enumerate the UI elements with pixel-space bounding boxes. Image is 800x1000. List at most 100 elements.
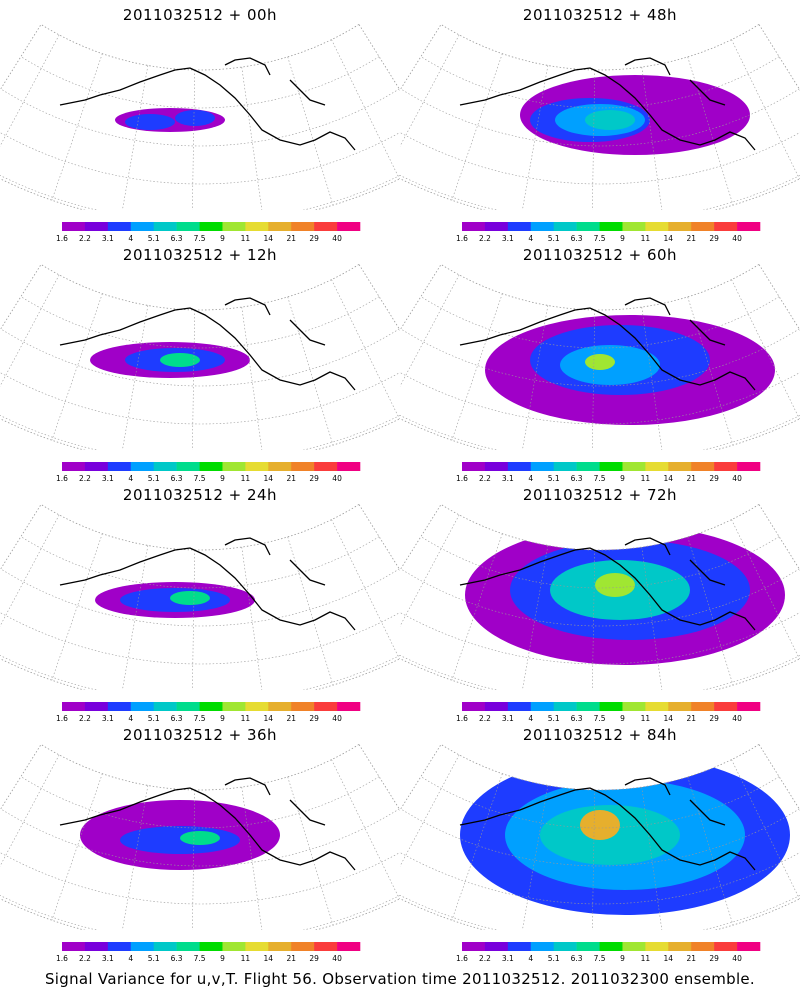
colorbar-swatch [337, 462, 361, 471]
colorbar-swatch [107, 222, 132, 231]
colorbar-label: 2.2 [79, 234, 91, 243]
map-boundary [0, 263, 400, 450]
colorbar-swatch [622, 222, 646, 231]
colorbar-swatch [576, 942, 600, 951]
colorbar-swatch [291, 462, 315, 471]
colorbar-label: 11 [241, 234, 251, 243]
map-panel: 2011032512 + 84h 1.6 2.2 3.1 4 5.1 6.3 7.5 9 11 14… [400, 720, 800, 965]
colorbar-swatch [62, 942, 86, 951]
colorbar-swatch [107, 462, 132, 471]
map-panel: 2011032512 + 48h 1.6 2.2 3.1 4 5.1 6.3 7.5 9 11 14… [400, 0, 800, 245]
colorbar-label: 2.2 [79, 474, 91, 483]
colorbar-swatch [291, 702, 315, 711]
map-plot [0, 23, 400, 210]
colorbar-swatch [737, 702, 761, 711]
colorbar-label: 1.6 [456, 714, 468, 723]
signal-variance-field [80, 800, 280, 870]
colorbar-label: 14 [264, 954, 274, 963]
panel-title: 2011032512 + 60h [522, 246, 678, 264]
colorbar-label: 21 [286, 474, 296, 483]
colorbar-label: 14 [264, 474, 274, 483]
graticule [400, 754, 800, 930]
colorbar-swatch [62, 222, 86, 231]
colorbar-swatch [130, 702, 154, 711]
colorbar-swatch [530, 942, 554, 951]
colorbar-label: 14 [664, 714, 674, 723]
colorbar-swatch [222, 942, 246, 951]
colorbar-label: 11 [641, 234, 651, 243]
colorbar-swatch [107, 942, 132, 951]
colorbar-swatch [153, 942, 177, 951]
colorbar-label: 5.1 [548, 234, 560, 243]
colorbar-swatch [62, 462, 86, 471]
colorbar-label: 3.1 [502, 714, 514, 723]
map-boundary [0, 23, 400, 210]
colorbar-label: 4 [128, 234, 133, 243]
colorbar-swatch [291, 942, 315, 951]
colorbar-swatch [622, 702, 646, 711]
colorbar-swatch [599, 702, 623, 711]
map-panel: 2011032512 + 36h 1.6 2.2 3.1 4 5.1 6.3 7.5 9 11 14… [0, 720, 400, 965]
colorbar-swatch [576, 222, 600, 231]
colorbar-label: 3.1 [502, 234, 514, 243]
colorbar-swatch [245, 702, 269, 711]
colorbar-label: 11 [641, 954, 651, 963]
colorbar-swatch [691, 702, 715, 711]
signal-variance-field [115, 108, 225, 132]
map-boundary [0, 503, 400, 690]
map-plot [400, 23, 800, 210]
colorbar-swatch [462, 942, 486, 951]
map-boundary [400, 23, 800, 210]
map-plot [400, 743, 800, 930]
colorbar-label: 3.1 [102, 234, 114, 243]
variance-contour [120, 826, 240, 854]
colorbar: 1.6 2.2 3.1 4 5.1 6.3 7.5 9 11 14 21 29 40 [56, 462, 361, 483]
colorbar-label: 1.6 [56, 474, 68, 483]
colorbar-swatch [176, 942, 200, 951]
colorbar-label: 40 [332, 954, 342, 963]
colorbar-label: 29 [709, 714, 719, 723]
colorbar-label: 29 [309, 234, 319, 243]
colorbar-swatch [484, 462, 509, 471]
map-panel: 2011032512 + 72h 1.6 2.2 3.1 4 5.1 6.3 7.5 9 11 14… [400, 480, 800, 725]
colorbar-swatch [645, 462, 669, 471]
colorbar-swatch [176, 702, 200, 711]
colorbar-swatch [199, 702, 223, 711]
panel-title: 2011032512 + 12h [122, 246, 278, 264]
colorbar-swatch [199, 222, 223, 231]
colorbar-swatch [530, 702, 554, 711]
colorbar-swatch [84, 222, 109, 231]
colorbar-swatch [645, 702, 669, 711]
colorbar-label: 9 [220, 234, 225, 243]
colorbar-swatch [337, 702, 361, 711]
panel-title: 2011032512 + 84h [522, 726, 678, 744]
variance-contour [585, 110, 635, 130]
colorbar-label: 4 [128, 714, 133, 723]
colorbar-swatch [553, 222, 577, 231]
colorbar-swatch [314, 462, 338, 471]
colorbar: 1.6 2.2 3.1 4 5.1 6.3 7.5 9 11 14 21 29 40 [456, 222, 761, 243]
colorbar-swatch [599, 462, 623, 471]
panel-title: 2011032512 + 36h [122, 726, 278, 744]
colorbar-swatch [222, 462, 246, 471]
colorbar-swatch [462, 702, 486, 711]
colorbar-swatch [691, 222, 715, 231]
signal-variance-field [90, 342, 250, 378]
colorbar-label: 5.1 [548, 714, 560, 723]
colorbar-label: 6.3 [171, 234, 183, 243]
colorbar-label: 11 [641, 474, 651, 483]
colorbar-label: 40 [732, 474, 742, 483]
colorbar-label: 21 [686, 474, 696, 483]
colorbar-label: 21 [286, 234, 296, 243]
colorbar-swatch [268, 462, 292, 471]
colorbar-label: 14 [264, 234, 274, 243]
colorbar-swatch [176, 222, 200, 231]
colorbar-swatch [691, 462, 715, 471]
graticule [400, 514, 800, 690]
colorbar-label: 9 [220, 474, 225, 483]
colorbar-label: 40 [332, 714, 342, 723]
colorbar-label: 9 [220, 714, 225, 723]
colorbar-swatch [645, 222, 669, 231]
colorbar-label: 9 [220, 954, 225, 963]
map-plot [400, 503, 800, 690]
